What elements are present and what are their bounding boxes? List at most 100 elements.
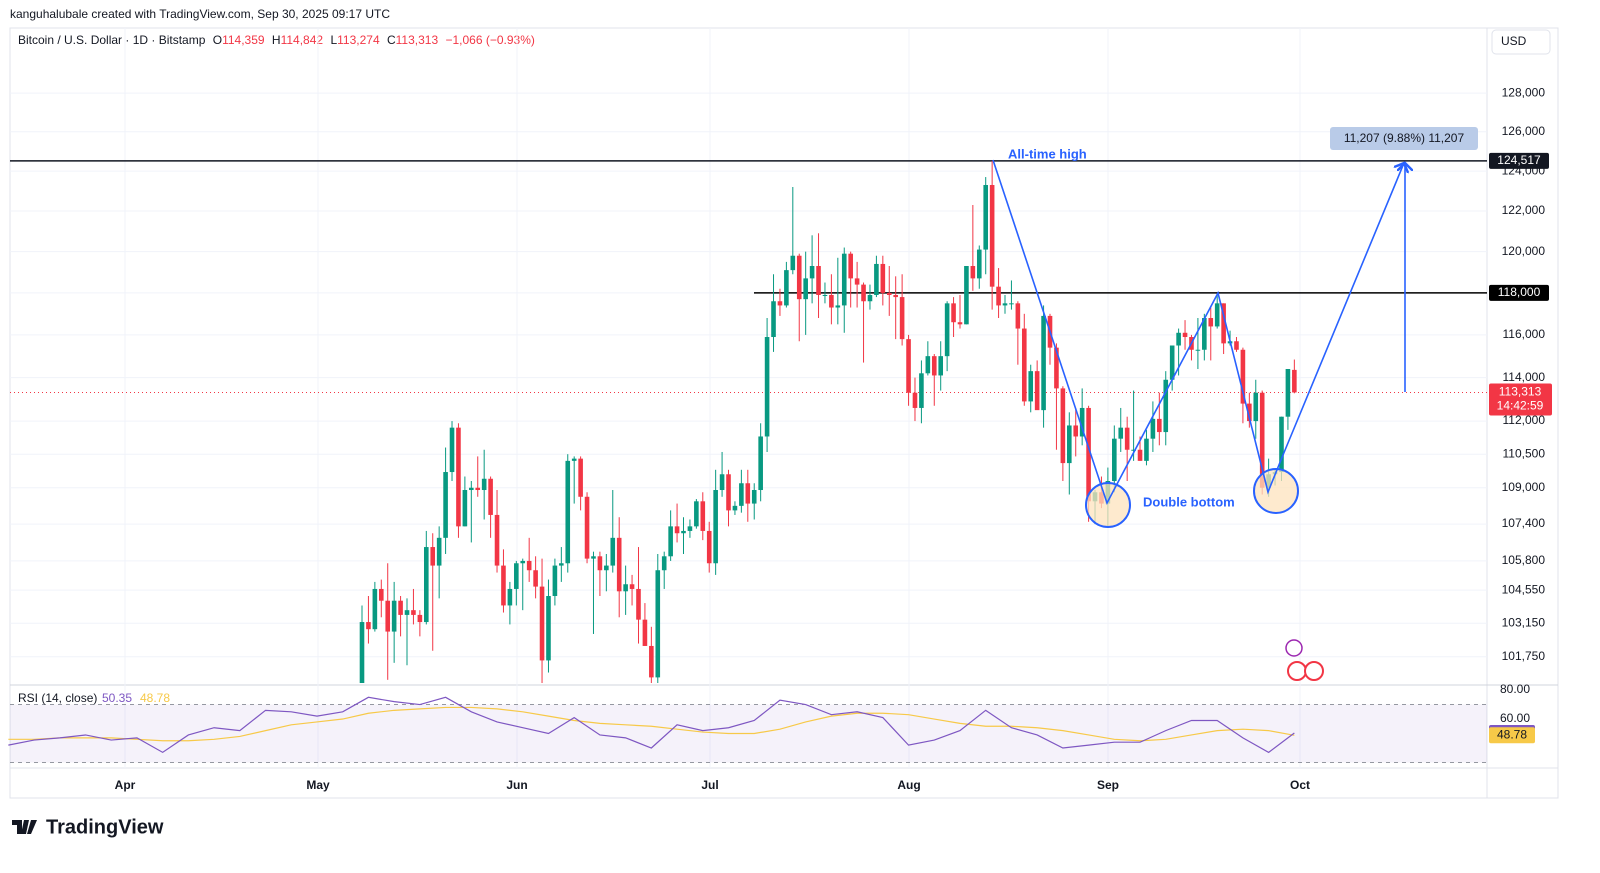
candle-body [436,537,442,566]
candle-body [520,560,526,564]
change: −1,066 (−0.93%) [445,33,534,47]
rsi-ma-value: 48.78 [1497,727,1527,741]
candle-body [899,297,905,340]
measure-label: 11,207 (9.88%) 11,207 [1344,131,1465,145]
candle-body [989,185,995,287]
rsi-pane: 80.00 60.00 50.35 48.78 [8,682,1535,763]
candle-body [1221,303,1226,344]
ohlc-key: O [213,33,222,47]
x-tick-label: Aug [897,778,920,792]
logo-text[interactable]: TradingView [46,816,164,838]
candle-body [404,610,410,615]
candle-body [1202,318,1207,350]
candle-body [764,337,770,437]
candle-body [906,339,911,393]
rsi-tick-label: 60.00 [1500,711,1530,725]
candle-body [1015,303,1021,329]
candle-body [1176,332,1181,346]
currency[interactable]: USD [1501,34,1527,48]
candle-body [642,619,648,646]
rsi-label: RSI (14, close) [18,691,97,705]
candle-body [1137,449,1143,461]
event-icon[interactable] [1287,661,1307,681]
candle-body [1279,416,1284,473]
candle-body [848,253,853,279]
candle-body [1195,349,1201,351]
candle-body [533,570,538,587]
level-label: 118,000 [1498,285,1541,299]
candle-body [604,565,609,571]
candle-body [674,526,680,534]
currency-button[interactable] [1491,29,1551,55]
candle-body [681,530,686,534]
candle-body [668,526,673,557]
candle-body [1163,379,1169,433]
legend-header: Bitcoin / U.S. Dollar · 1D · Bitstamp O1… [18,33,535,47]
candle-body [1067,425,1072,464]
candle-body [385,600,391,632]
y-tick-label: 109,000 [1502,480,1546,494]
chart-frame [9,27,1559,799]
candle-body [514,563,519,589]
candle-body [1021,328,1027,402]
candle-body [1169,345,1175,380]
y-tick-label: 128,000 [1502,85,1546,99]
candle-body [803,278,808,300]
logo-mark[interactable] [12,820,37,834]
candle-body [861,284,866,302]
candle-body [417,614,423,623]
ohlc-value: 113,313 [396,33,439,47]
candle-body [893,294,898,298]
candle-body [1034,371,1040,411]
candle-body [597,556,603,571]
candle-body [552,565,558,597]
y-tick-label: 114,000 [1503,370,1546,384]
candle-body [1060,388,1066,464]
rsi-legend-ma: 48.78 [140,691,170,705]
candle-body [1124,427,1130,450]
candle-body [359,622,365,683]
bottom-circle [1085,482,1131,528]
candle-body [713,490,718,564]
candle-body [456,427,461,527]
candle-body [649,645,654,678]
ath-label: All-time high [1008,146,1087,161]
candle-body [1144,438,1149,461]
candle-body [1292,369,1297,393]
candle-body [751,490,757,504]
candle-body [507,588,513,606]
candle-body [790,255,796,271]
candle-body [366,622,371,630]
x-tick-label: Sep [1097,778,1119,792]
candle-body [706,530,712,564]
x-tick-label: Apr [115,778,136,792]
level-label: 124,517 [1497,153,1541,167]
candle-body [822,294,828,296]
candle-body [1247,403,1252,422]
candle-body [874,263,879,295]
rsi-ma-line [8,706,1295,742]
candle-body [912,392,918,408]
candle-body [687,526,693,531]
candle-body [424,547,429,623]
candle-body [841,253,847,306]
candle-body [1112,438,1117,482]
candle-body [938,356,943,376]
event-icon[interactable] [1304,661,1324,681]
logo[interactable]: TradingView [12,816,164,838]
double-bottom-label: Double bottom [1143,494,1235,509]
y-tick-label: 103,150 [1502,615,1546,629]
candle-body [829,294,834,308]
candle-body [501,565,506,606]
candle-body [655,570,661,678]
event-icon[interactable] [1285,639,1303,657]
candle-body [777,301,783,306]
candle-body [539,586,545,661]
candle-body [719,474,725,491]
candle-body [1073,425,1079,437]
candle-body [854,278,860,285]
rsi-line [8,696,1295,754]
y-tick-label: 110,500 [1503,446,1546,460]
candle-body [488,478,493,515]
